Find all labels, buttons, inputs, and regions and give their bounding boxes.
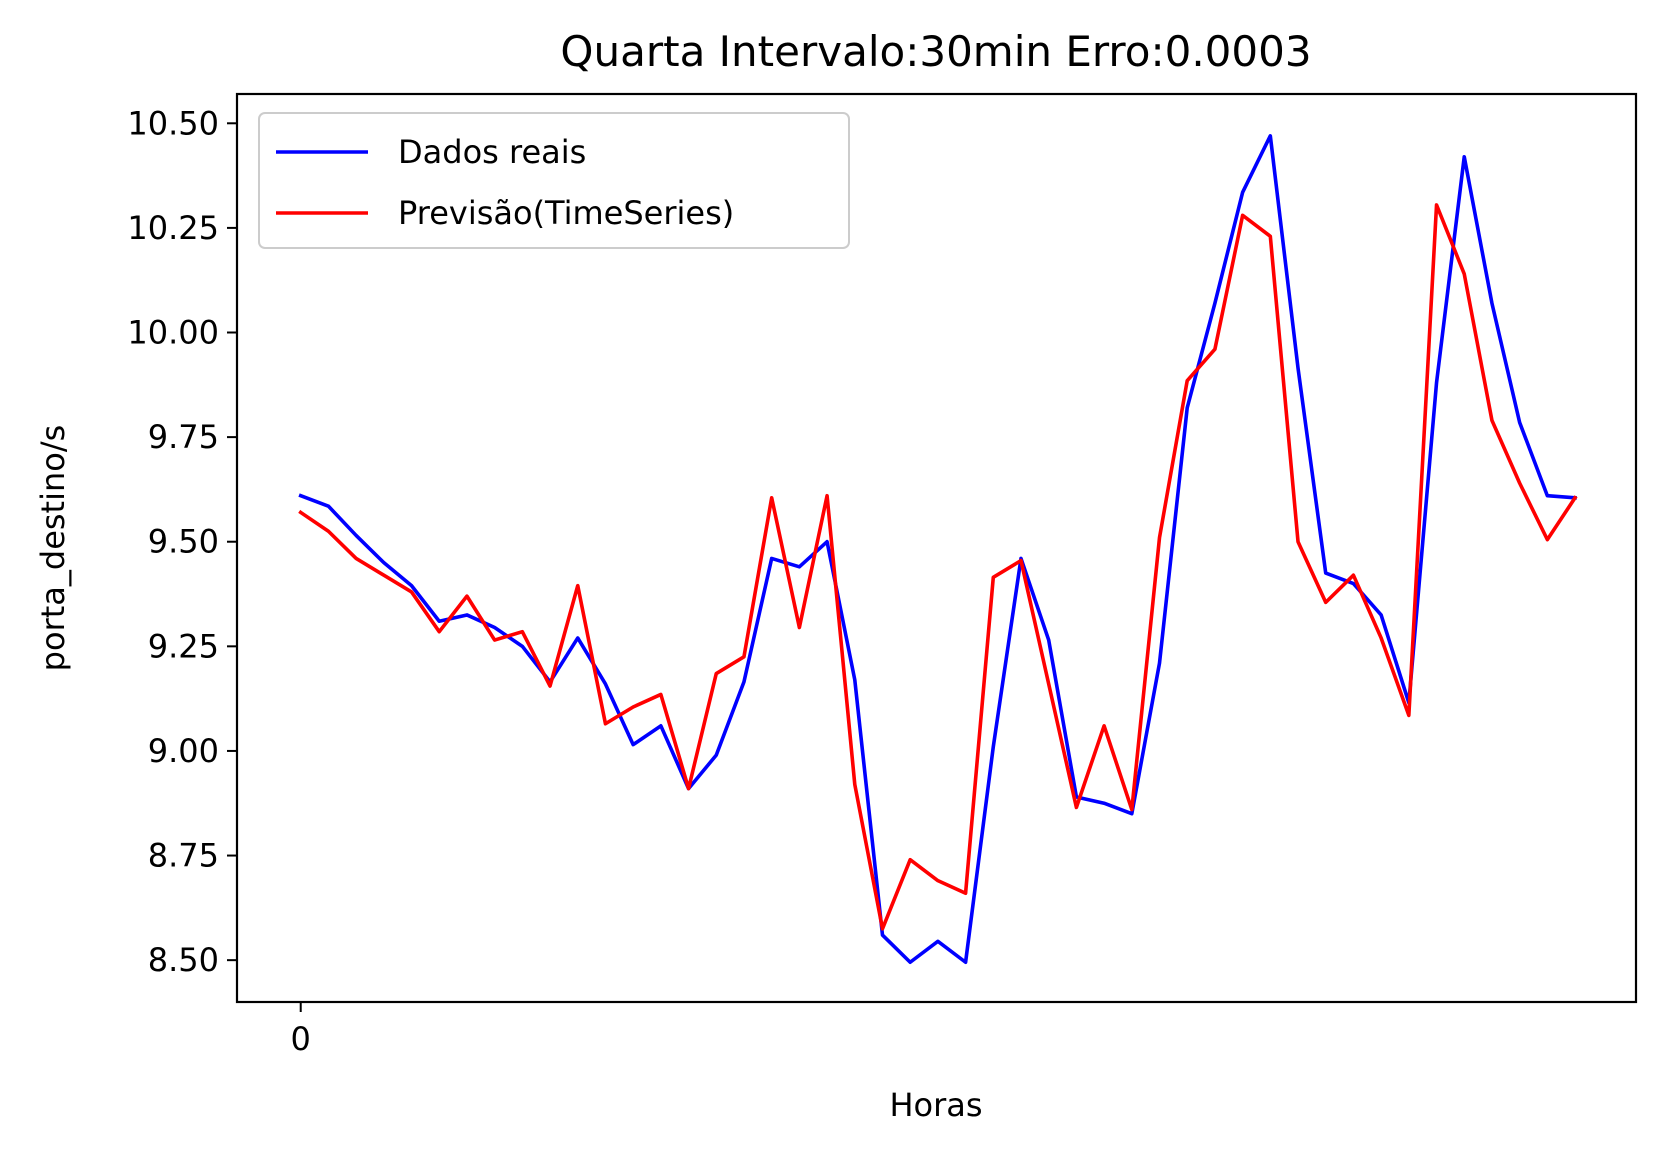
legend-label: Dados reais	[398, 133, 586, 171]
x-axis-ticks: 0	[291, 1002, 311, 1058]
y-tick-label: 9.00	[148, 732, 219, 770]
y-axis-label: porta_destino/s	[34, 425, 72, 672]
plot-area-frame	[235, 92, 1638, 1004]
y-tick-label: 10.25	[127, 209, 219, 247]
y-axis-ticks: 8.50 8.75 9.00 9.25 9.50 9.75 10.00 10.25 10.50	[127, 104, 237, 979]
y-tick-label: 9.75	[148, 418, 219, 456]
y-tick-label: 10.50	[127, 104, 219, 142]
y-tick-label: 9.25	[148, 627, 219, 665]
y-tick-label: 9.50	[148, 523, 219, 561]
y-tick-label: 8.50	[148, 941, 219, 979]
legend-label: Previsão(TimeSeries)	[398, 194, 734, 232]
y-tick-label: 10.00	[127, 314, 219, 352]
series-line-previsao	[298, 203, 1578, 931]
series-lines	[298, 134, 1578, 965]
legend-items: Dados reais Previsão(TimeSeries)	[276, 133, 734, 232]
chart-title: Quarta Intervalo:30min Erro:0.0003	[560, 27, 1311, 76]
x-tick-label: 0	[291, 1020, 311, 1058]
legend-box	[258, 112, 850, 249]
y-tick-label: 8.75	[148, 837, 219, 875]
x-axis-label: Horas	[889, 1086, 982, 1124]
legend: Dados reais Previsão(TimeSeries)	[258, 112, 850, 249]
